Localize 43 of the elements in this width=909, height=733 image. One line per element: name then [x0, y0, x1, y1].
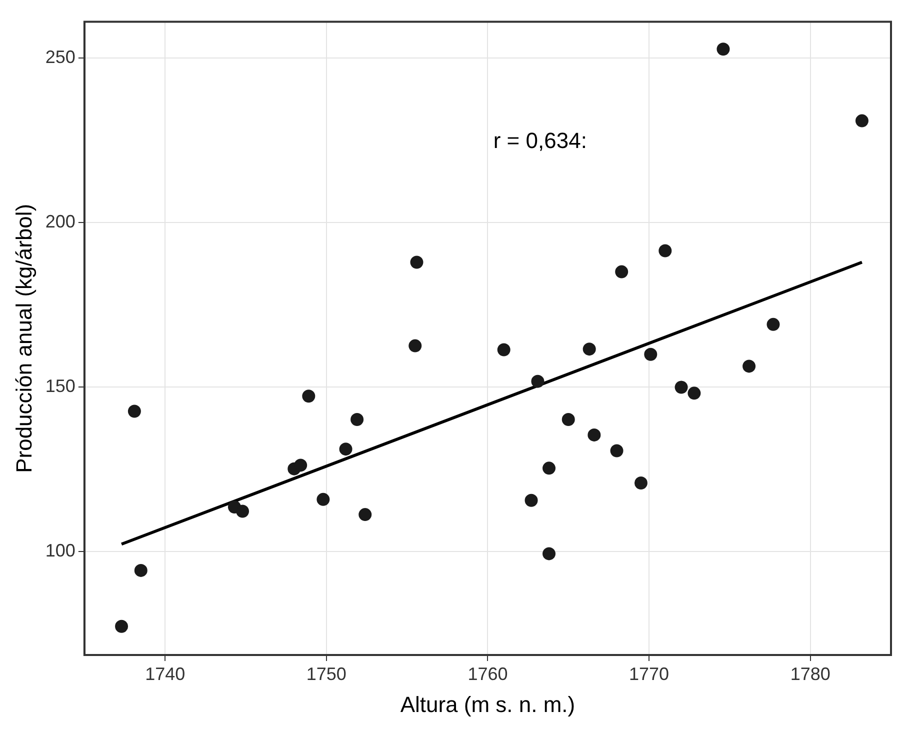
point [542, 462, 556, 475]
point [302, 390, 316, 403]
y-axis-title: Producción anual (kg/árbol) [11, 204, 36, 473]
point [644, 348, 658, 361]
point [294, 458, 308, 472]
point [562, 412, 575, 426]
point [542, 547, 556, 560]
point [674, 380, 688, 394]
annotation: r = 0,634: [493, 128, 587, 154]
x-tick-label: 1740 [145, 664, 186, 684]
point [531, 374, 544, 388]
y-tick-label: 100 [45, 540, 76, 560]
y-tick-label: 250 [45, 46, 76, 67]
x-tick-label: 1780 [790, 664, 830, 684]
point [236, 504, 250, 518]
point [350, 412, 364, 426]
point [128, 404, 141, 418]
point [115, 620, 128, 633]
x-axis-title: Altura (m s. n. m.) [400, 692, 576, 717]
x-tick-label: 1750 [306, 664, 346, 684]
point [582, 342, 596, 356]
point [410, 256, 424, 269]
point [524, 494, 538, 507]
point [134, 564, 148, 577]
point [339, 442, 352, 456]
point [742, 360, 756, 373]
point [316, 492, 330, 506]
x-tick-label: 1760 [468, 664, 508, 684]
point [855, 114, 868, 128]
y-tick-label: 200 [45, 211, 76, 232]
point [634, 476, 648, 490]
point [766, 318, 780, 331]
point [408, 339, 422, 352]
point [358, 508, 372, 522]
point [615, 265, 628, 278]
point [658, 244, 672, 258]
y-tick-label: 150 [45, 376, 76, 396]
x-tick-label: 1770 [629, 664, 670, 684]
point [497, 343, 510, 356]
point [610, 444, 624, 458]
point [716, 42, 730, 56]
point [688, 386, 701, 400]
point [588, 428, 601, 442]
